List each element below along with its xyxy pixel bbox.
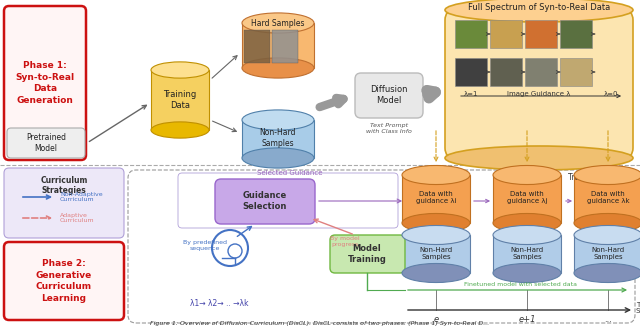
Text: Full Spectrum of Syn-to-Real Data: Full Spectrum of Syn-to-Real Data (468, 4, 610, 12)
Ellipse shape (402, 263, 470, 282)
Text: Phase 2:
Generative
Curriculum
Learning: Phase 2: Generative Curriculum Learning (36, 259, 92, 303)
Ellipse shape (574, 166, 640, 185)
Text: Figure 1: Overview of Diffusion Curriculum (DisCL). DisCL consists of two phases: Figure 1: Overview of Diffusion Curricul… (150, 321, 490, 326)
FancyBboxPatch shape (4, 242, 124, 320)
Ellipse shape (402, 214, 470, 233)
Bar (242, 120, 314, 158)
Text: Non-Hard
Samples: Non-Hard Samples (260, 128, 296, 148)
Bar (574, 235, 640, 273)
Bar (490, 20, 522, 48)
Text: Finetuned model with selected data: Finetuned model with selected data (463, 282, 577, 287)
Text: By predefined
sequence: By predefined sequence (183, 240, 227, 251)
FancyBboxPatch shape (445, 10, 633, 158)
Ellipse shape (242, 13, 314, 33)
Bar (402, 175, 470, 223)
Bar (151, 70, 209, 130)
Bar (493, 175, 561, 223)
Ellipse shape (493, 214, 561, 233)
Text: Non-Hard
Samples: Non-Hard Samples (591, 248, 625, 260)
Text: Data with
guidance λk: Data with guidance λk (587, 192, 629, 204)
Text: Model
Training: Model Training (348, 244, 387, 264)
Text: Data with
guidance λj: Data with guidance λj (507, 192, 547, 204)
Bar (455, 58, 487, 86)
Ellipse shape (151, 122, 209, 138)
FancyBboxPatch shape (4, 6, 86, 160)
Bar (560, 58, 592, 86)
FancyBboxPatch shape (330, 235, 405, 273)
Ellipse shape (242, 148, 314, 168)
Bar (525, 20, 557, 48)
Bar (242, 23, 314, 68)
Text: Curriculum
Strategies: Curriculum Strategies (40, 176, 88, 195)
Bar (402, 235, 470, 273)
Text: Training Process: Training Process (568, 173, 630, 182)
Text: ...: ... (604, 315, 612, 324)
Text: Pretrained
Model: Pretrained Model (26, 133, 66, 153)
Ellipse shape (402, 225, 470, 244)
Text: e+1: e+1 (518, 315, 536, 324)
Ellipse shape (151, 62, 209, 78)
Text: Training
Data: Training Data (163, 90, 196, 110)
Text: Non-Hard
Samples: Non-Hard Samples (419, 248, 452, 260)
Text: λ=0: λ=0 (604, 91, 618, 97)
FancyBboxPatch shape (4, 168, 124, 238)
Bar (574, 175, 640, 223)
Ellipse shape (493, 225, 561, 244)
Ellipse shape (493, 166, 561, 185)
Text: Text Prompt
with Class Info: Text Prompt with Class Info (366, 123, 412, 134)
FancyBboxPatch shape (355, 73, 423, 118)
Text: Adaptive
Curriculum: Adaptive Curriculum (60, 213, 95, 223)
Ellipse shape (445, 0, 633, 22)
Ellipse shape (242, 110, 314, 130)
Text: Image Guidance λ: Image Guidance λ (508, 91, 571, 97)
Text: Phase 1:
Syn-to-Real
Data
Generation: Phase 1: Syn-to-Real Data Generation (15, 61, 75, 105)
Text: Non-Hard
Samples: Non-Hard Samples (511, 248, 543, 260)
Text: λ=1: λ=1 (464, 91, 478, 97)
Ellipse shape (574, 263, 640, 282)
FancyBboxPatch shape (7, 128, 85, 158)
Ellipse shape (402, 166, 470, 185)
FancyBboxPatch shape (215, 179, 315, 224)
Ellipse shape (574, 225, 640, 244)
Bar (272, 30, 298, 63)
Text: Data with
guidance λi: Data with guidance λi (416, 192, 456, 204)
Text: Training
Stage: Training Stage (636, 301, 640, 315)
Text: Non-Adaptive
Curriculum: Non-Adaptive Curriculum (60, 192, 102, 202)
Text: By model
progress: By model progress (330, 236, 360, 247)
Bar (560, 20, 592, 48)
Text: Diffusion
Model: Diffusion Model (371, 85, 408, 105)
Bar (455, 20, 487, 48)
Text: Hard Samples: Hard Samples (252, 18, 305, 28)
Bar (244, 30, 270, 63)
Bar (525, 58, 557, 86)
Ellipse shape (493, 263, 561, 282)
Bar (493, 235, 561, 273)
Text: Guidance
Selection: Guidance Selection (243, 191, 287, 211)
Ellipse shape (242, 58, 314, 78)
Ellipse shape (574, 214, 640, 233)
Text: λ1→ λ2→ .. →λk: λ1→ λ2→ .. →λk (190, 298, 248, 308)
Bar (490, 58, 522, 86)
Ellipse shape (445, 146, 633, 170)
Text: e: e (433, 315, 438, 324)
Text: Selected Guidance: Selected Guidance (257, 170, 323, 176)
